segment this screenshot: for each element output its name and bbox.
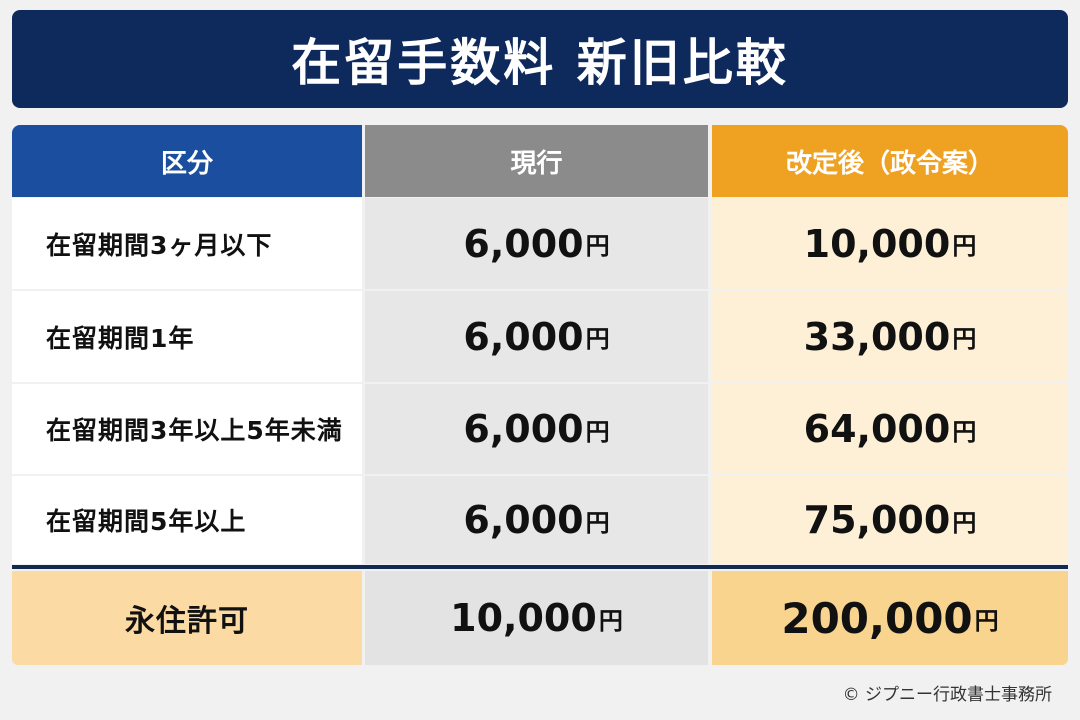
fee-unit: 円 bbox=[952, 232, 977, 260]
fee-unit: 円 bbox=[952, 417, 977, 446]
header-cell: 区分 bbox=[12, 125, 362, 197]
fee-unit: 円 bbox=[974, 606, 999, 635]
fee-amount: 10,000 bbox=[803, 221, 951, 266]
title: 在留手数料 新旧比較 bbox=[291, 34, 789, 92]
fee-cell: 6,000 円 bbox=[365, 291, 708, 382]
fee-amount: 33,000 bbox=[803, 314, 951, 359]
fee-cell: 64,000 円 bbox=[712, 384, 1068, 474]
title-banner: 在留手数料 新旧比較 bbox=[12, 10, 1068, 108]
row-label: 在留期間5年以上 bbox=[12, 476, 362, 564]
fee-cell: 33,000 円 bbox=[712, 291, 1068, 382]
header-cell: 改定後（政令案） bbox=[712, 125, 1068, 197]
fee-cell: 6,000 円 bbox=[365, 476, 708, 564]
fee-amount: 6,000 bbox=[463, 314, 584, 359]
fee-unit: 円 bbox=[585, 325, 610, 353]
fee-cell: 200,000 円 bbox=[712, 571, 1068, 665]
fee-amount: 6,000 bbox=[463, 221, 584, 266]
row-label: 永住許可 bbox=[12, 571, 362, 665]
fee-unit: 円 bbox=[585, 417, 610, 446]
fee-amount: 200,000 bbox=[781, 593, 973, 643]
fee-cell: 6,000 円 bbox=[365, 384, 708, 474]
fee-amount: 6,000 bbox=[463, 498, 584, 542]
fee-cell: 10,000 円 bbox=[712, 198, 1068, 289]
row-label: 在留期間3年以上5年未満 bbox=[12, 384, 362, 474]
fee-cell: 75,000 円 bbox=[712, 476, 1068, 564]
fee-amount: 75,000 bbox=[803, 498, 951, 542]
row-label: 在留期間1年 bbox=[12, 291, 362, 382]
fee-unit: 円 bbox=[952, 325, 977, 353]
fee-amount: 6,000 bbox=[463, 407, 584, 451]
fee-unit: 円 bbox=[585, 508, 610, 537]
fee-amount: 64,000 bbox=[803, 407, 951, 451]
fee-cell: 10,000 円 bbox=[365, 571, 708, 665]
fee-amount: 10,000 bbox=[450, 596, 597, 640]
divider bbox=[12, 565, 1068, 569]
fee-cell: 6,000 円 bbox=[365, 198, 708, 289]
fee-unit: 円 bbox=[585, 232, 610, 260]
row-label: 在留期間3ヶ月以下 bbox=[12, 198, 362, 289]
fee-unit: 円 bbox=[598, 606, 623, 635]
credit: © ジプニー行政書士事務所 bbox=[842, 685, 1052, 705]
header-cell: 現行 bbox=[365, 125, 708, 197]
fee-unit: 円 bbox=[952, 508, 977, 537]
fee-table: 区分 現行 改定後（政令案） 在留期間3ヶ月以下 6,000 円 10,000 円在留期間1年… bbox=[12, 125, 1068, 665]
